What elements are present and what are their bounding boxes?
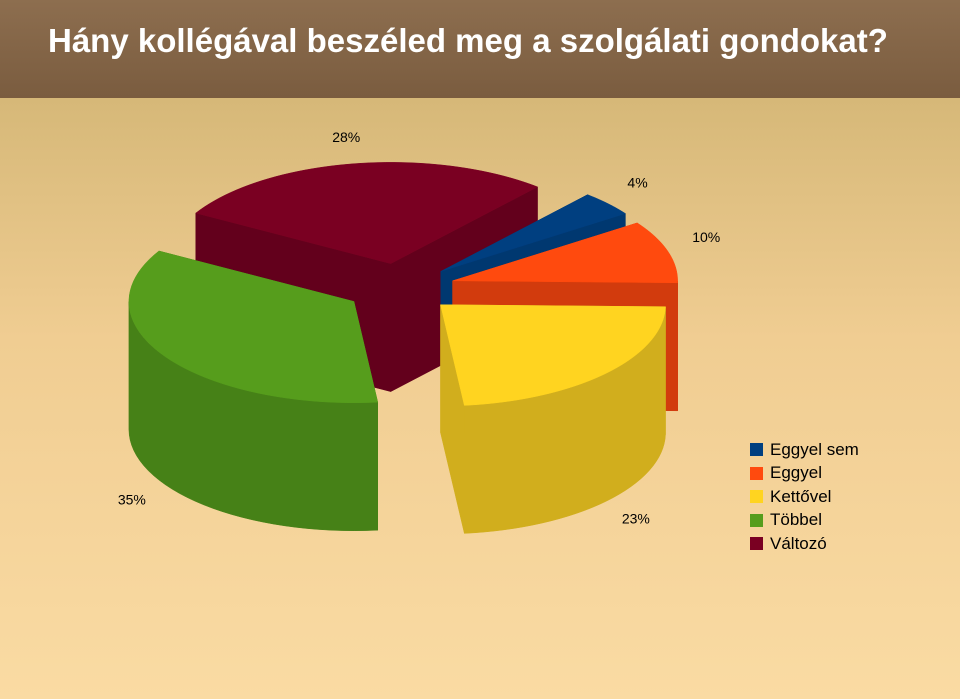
legend-item-tobbel: Többel bbox=[750, 509, 859, 533]
data-label-kettovel: 23% bbox=[622, 510, 650, 526]
legend-swatch bbox=[750, 490, 763, 504]
legend-item-valtozo: Változó bbox=[750, 532, 859, 556]
legend-swatch bbox=[750, 466, 763, 480]
legend-item-kettovel: Kettővel bbox=[750, 485, 859, 509]
chart-area: 4% 10% 23% 35% 28% Eggyel sem Eggyel Kettővel T… bbox=[0, 98, 960, 699]
data-label-eggyel: 10% bbox=[692, 229, 720, 245]
legend-label: Eggyel sem bbox=[770, 439, 859, 459]
data-label-tobbel: 35% bbox=[118, 492, 146, 508]
legend-swatch bbox=[750, 513, 763, 527]
pie-slice-tobbel bbox=[128, 250, 379, 532]
slice-top bbox=[195, 162, 539, 264]
slice-top bbox=[452, 222, 678, 284]
legend-label: Változó bbox=[770, 533, 827, 553]
legend-label: Eggyel bbox=[770, 463, 822, 483]
slice-top bbox=[440, 304, 666, 406]
legend-label: Kettővel bbox=[770, 486, 832, 506]
legend-label: Többel bbox=[770, 510, 822, 530]
data-label-valtozo: 28% bbox=[332, 129, 360, 145]
page-title: Hány kollégával beszéled meg a szolgálat… bbox=[48, 22, 888, 59]
slice-top bbox=[440, 194, 627, 272]
pie-chart: 4% 10% 23% 35% 28% bbox=[118, 129, 720, 534]
chart-legend: Eggyel sem Eggyel Kettővel Többel Változó bbox=[750, 438, 859, 556]
data-label-eggyel-sem: 4% bbox=[627, 175, 647, 191]
slice-top bbox=[128, 250, 379, 403]
legend-swatch bbox=[750, 443, 763, 457]
legend-swatch bbox=[750, 537, 763, 551]
legend-item-eggyel: Eggyel bbox=[750, 462, 859, 486]
title-bar: Hány kollégával beszéled meg a szolgálat… bbox=[0, 0, 960, 98]
legend-item-eggyel-sem: Eggyel sem bbox=[750, 438, 859, 462]
pie-slice-kettovel bbox=[440, 304, 666, 534]
